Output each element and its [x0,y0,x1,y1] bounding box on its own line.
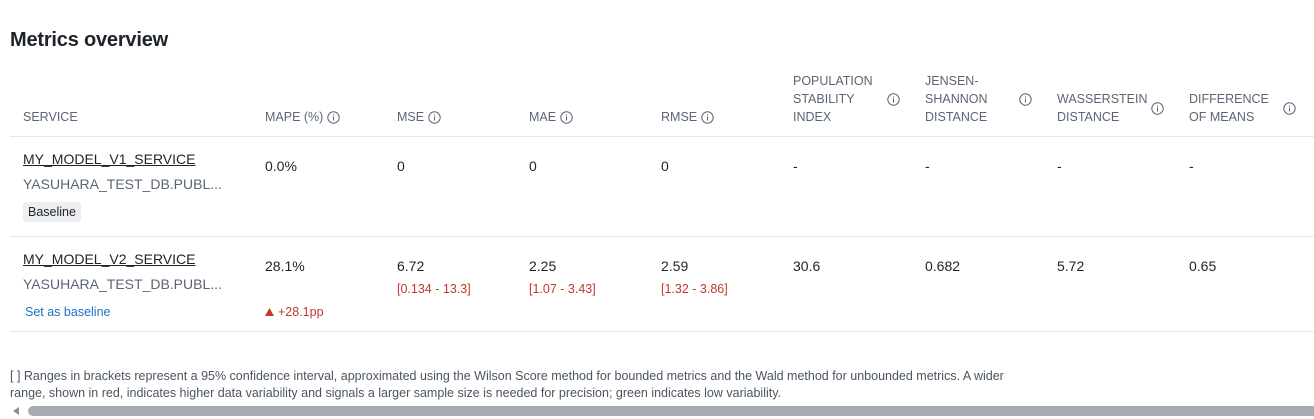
table-row: MY_MODEL_V2_SERVICE YASUHARA_TEST_DB.PUBL… [10,236,1314,332]
header-content: DIFFERENCE OF MEANS [1189,90,1314,126]
baseline-badge: Baseline [23,202,81,222]
metric-cell: - [1189,136,1314,237]
metric-value: 0.682 [925,258,961,274]
metric-cell: 0 [529,136,661,237]
header-label: MAPE (%) [265,110,324,124]
confidence-range: [0.134 - 13.3] [397,282,471,296]
metric-cell: 0 [397,136,529,237]
metric-cell: 28.1% +28.1pp [265,236,397,332]
info-icon[interactable] [560,110,573,124]
header-label: DIFFERENCE OF MEANS [1189,92,1269,124]
info-icon[interactable] [1283,101,1296,115]
scroll-left-arrow[interactable] [13,407,19,415]
column-header: DIFFERENCE OF MEANS [1189,72,1314,137]
header-label: RMSE [661,110,698,124]
metric-value: 0.65 [1189,258,1217,274]
scroll-thumb[interactable] [28,406,1314,416]
footnote: [ ] Ranges in brackets represent a 95% c… [10,369,1004,400]
header-content: MAPE (%) [265,108,397,126]
header-content: MSE [397,108,529,126]
column-header: SERVICE [10,72,265,137]
page-title: Metrics overview [10,29,168,51]
metric-cell: - [793,136,925,237]
header-content: MAE [529,108,661,126]
metric-cell: 2.25 [1.07 - 3.43] [529,236,661,332]
set-baseline-button[interactable]: Set as baseline [25,305,111,319]
delta-label: +28.1pp [278,305,324,319]
info-icon[interactable] [327,110,341,124]
header-content: RMSE [661,108,793,126]
confidence-range: [1.32 - 3.86] [661,282,728,296]
metric-value: 0 [661,158,669,174]
metric-cell: - [925,136,1057,237]
metric-value: 0.0% [265,158,297,174]
service-link[interactable]: MY_MODEL_V1_SERVICE [23,151,196,167]
column-header: MAPE (%) [265,72,397,137]
service-cell: MY_MODEL_V2_SERVICE YASUHARA_TEST_DB.PUBL… [10,236,265,332]
scrollbar[interactable] [0,403,1314,419]
confidence-range: [1.07 - 3.43] [529,282,596,296]
metrics-table: SERVICE MAPE (%) MSE MAE RMSE POPULATION STAB… [10,72,1314,332]
table-row: MY_MODEL_V1_SERVICE YASUHARA_TEST_DB.PUBL… [10,136,1314,237]
metric-value: 2.59 [661,258,689,274]
metric-value: 2.25 [529,258,557,274]
metric-value: 6.72 [397,258,425,274]
metric-delta: +28.1pp [265,305,397,319]
header-label: WASSERSTEIN DISTANCE [1057,92,1148,124]
metric-value: - [1189,158,1194,174]
header-label: MSE [397,110,425,124]
info-icon[interactable] [887,92,900,106]
header-content: WASSERSTEIN DISTANCE [1057,90,1189,126]
metric-value: 30.6 [793,258,821,274]
header-label: POPULATION STABILITY INDEX [793,74,873,124]
header-content: SERVICE [23,108,265,126]
metric-cell: 5.72 [1057,236,1189,332]
column-header: MSE [397,72,529,137]
header-content: JENSEN-SHANNON DISTANCE [925,72,1057,126]
column-header: WASSERSTEIN DISTANCE [1057,72,1189,137]
metric-cell: - [1057,136,1189,237]
increase-icon [265,308,274,316]
metric-value: 0 [529,158,537,174]
metric-cell: 0.682 [925,236,1057,332]
service-source: YASUHARA_TEST_DB.PUBL... [23,176,222,192]
column-header: POPULATION STABILITY INDEX [793,72,925,137]
column-header: JENSEN-SHANNON DISTANCE [925,72,1057,137]
table-body: MY_MODEL_V1_SERVICE YASUHARA_TEST_DB.PUBL… [10,136,1314,332]
service-cell: MY_MODEL_V1_SERVICE YASUHARA_TEST_DB.PUBL… [10,136,265,237]
header-label: SERVICE [23,110,78,124]
header-content: POPULATION STABILITY INDEX [793,72,925,126]
metric-cell: 0.65 [1189,236,1314,332]
metric-cell: 6.72 [0.134 - 13.3] [397,236,529,332]
metric-value: - [793,158,798,174]
info-icon[interactable] [1151,101,1164,115]
info-icon[interactable] [1019,92,1032,106]
header-row: SERVICE MAPE (%) MSE MAE RMSE POPULATION STAB… [10,72,1314,137]
metric-cell: 2.59 [1.32 - 3.86] [661,236,793,332]
metric-cell: 0 [661,136,793,237]
info-icon[interactable] [701,110,714,124]
metric-value: 28.1% [265,258,305,274]
metric-value: - [925,158,930,174]
column-header: MAE [529,72,661,137]
metric-cell: 30.6 [793,236,925,332]
info-icon[interactable] [428,110,441,124]
service-source: YASUHARA_TEST_DB.PUBL... [23,276,222,292]
metric-value: 5.72 [1057,258,1085,274]
metric-value: 0 [397,158,405,174]
header-label: JENSEN-SHANNON DISTANCE [925,74,988,124]
metric-value: - [1057,158,1062,174]
metric-cell: 0.0% [265,136,397,237]
service-link[interactable]: MY_MODEL_V2_SERVICE [23,251,196,267]
header-label: MAE [529,110,557,124]
column-header: RMSE [661,72,793,137]
